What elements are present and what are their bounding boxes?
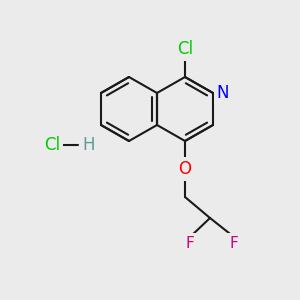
Text: H: H (83, 136, 95, 154)
Text: F: F (230, 236, 238, 250)
Text: Cl: Cl (177, 40, 193, 58)
Text: Cl: Cl (44, 136, 60, 154)
Text: N: N (217, 84, 229, 102)
Text: O: O (178, 160, 191, 178)
Text: F: F (186, 236, 194, 250)
